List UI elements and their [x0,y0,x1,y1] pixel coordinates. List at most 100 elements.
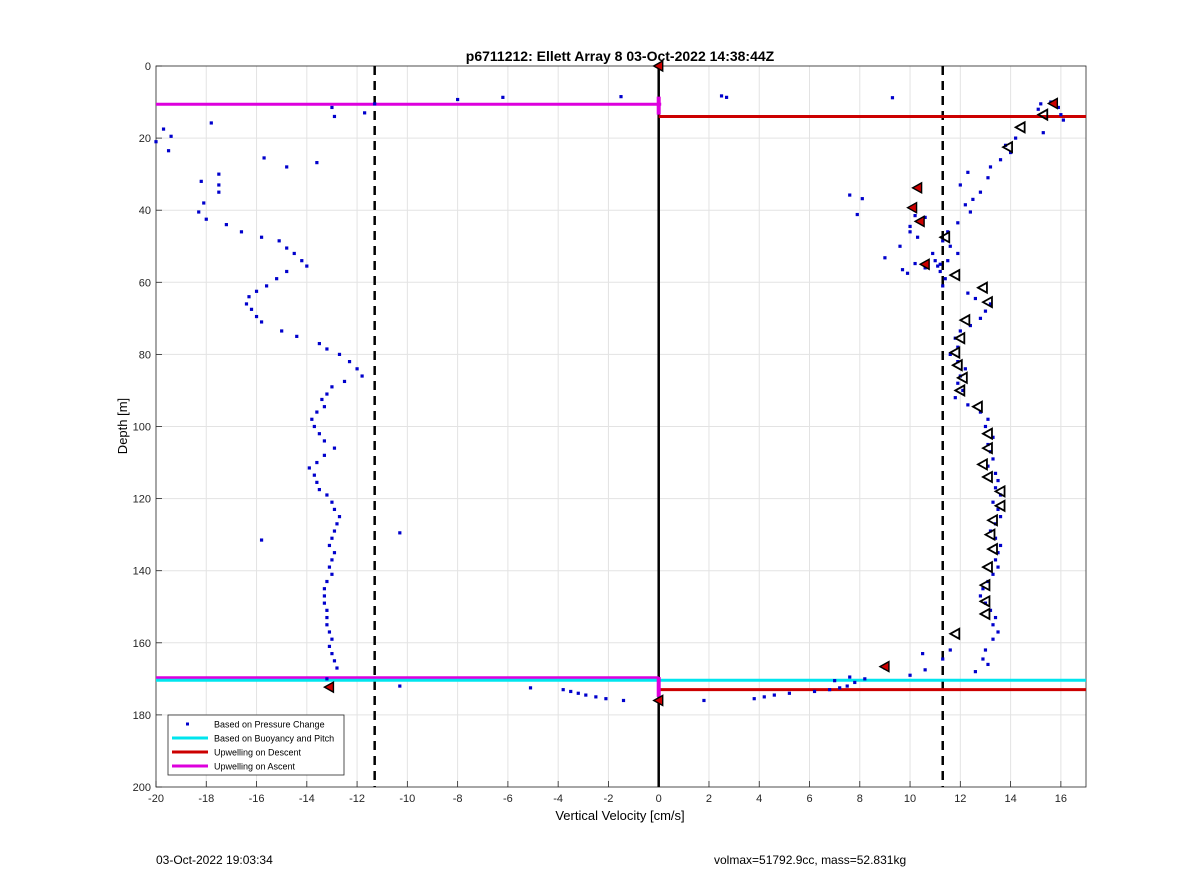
pressure-change-point [1056,105,1060,110]
pressure-change-point [991,623,995,627]
pressure-change-point [812,689,817,694]
pressure-change-point [259,538,264,542]
buoyancy-marker [978,607,991,621]
buoyancy-marker [955,371,968,385]
pressure-change-point [931,251,935,256]
pressure-change-point [908,673,912,677]
pressure-change-point [981,587,985,591]
x-tick-label: 14 [1004,793,1016,805]
buoyancy-marker [986,542,998,556]
pressure-change-point [332,114,337,119]
pressure-change-point [317,487,321,492]
pressure-change-point [983,309,988,313]
pressure-change-point [619,95,623,99]
y-tick-label: 200 [133,782,151,794]
pressure-change-point [702,698,706,703]
pressure-change-point [275,277,279,281]
pressure-change-point [254,289,259,293]
y-tick-label: 0 [145,61,151,73]
pressure-change-point [317,432,321,436]
x-tick-label: -6 [503,793,513,805]
pressure-change-point [325,677,329,681]
pressure-change-point [330,572,334,576]
pressure-change-point [325,493,329,497]
buoyancy-marker [948,268,961,282]
pressure-change-point [898,244,902,248]
y-tick-label: 100 [133,422,151,434]
pressure-change-point [330,105,334,110]
chart-text: p6711212: Ellett Array 8 03-Oct-2022 14:… [115,48,775,823]
x-tick-label: 4 [756,793,762,805]
pressure-change-point [342,379,347,384]
y-tick-label: 180 [133,710,151,722]
buoyancy-marker [981,470,993,484]
pressure-change-point [259,320,264,324]
pressure-change-point [335,666,339,670]
pressure-change-point [838,686,842,690]
pressure-change-point [594,695,598,699]
pressure-change-point [254,314,259,319]
pressure-change-point [963,367,967,371]
pressure-change-point [584,693,588,697]
pressure-change-point [264,284,269,288]
pressure-change-point [315,410,319,414]
pressure-change-point [363,111,367,115]
pressure-change-point [224,223,228,227]
pressure-change-point [905,271,910,275]
pressure-change-point [998,543,1003,548]
pressure-change-point [958,183,962,187]
pressure-change-point [315,161,319,165]
pressure-change-point [948,648,952,652]
upwelling-marker [1046,97,1059,110]
pressure-change-point [285,165,289,169]
pressure-change-point [993,536,998,540]
pressure-change-point [943,277,947,281]
x-tick-label: -16 [249,793,265,805]
pressure-change-point [325,579,329,584]
pressure-change-point [312,424,316,429]
pressure-change-point [360,374,364,378]
buoyancy-marker [1036,108,1049,122]
x-tick-label: -8 [453,793,463,805]
pressure-change-point [325,608,329,612]
pressure-change-point [958,329,962,333]
pressure-change-point [921,652,925,656]
pressure-change-point [327,543,332,548]
pressure-change-point [996,551,1000,555]
buoyancy-marker [971,400,983,414]
pressure-change-point [978,316,983,320]
pressure-change-point [327,565,332,569]
pressure-change-point [325,392,329,396]
pressure-change-point [941,239,945,243]
pressure-change-point [968,210,972,214]
pressure-change-point [996,478,1000,483]
x-tick-label: -12 [349,793,365,805]
x-tick-label: 6 [806,793,812,805]
pressure-change-point [621,698,626,703]
pressure-change-point [988,608,993,612]
buoyancy-marker [978,594,991,608]
pressure-change-point [946,259,950,263]
pressure-change-point [325,623,329,627]
pressure-change-point [528,686,533,690]
pressure-change-point [762,695,766,699]
pressure-change-point [913,214,917,218]
pressure-change-point [946,230,950,234]
pressure-change-point [217,172,221,176]
pressure-change-point [244,302,249,306]
pressure-change-point [398,684,402,688]
legend-label: Upwelling on Ascent [214,762,296,772]
upwelling-marker [918,258,930,271]
pressure-change-point [908,224,912,229]
pressure-change-point [968,323,972,328]
pressure-change-point [604,697,608,701]
pressure-change-point [983,424,988,429]
chart-title: p6711212: Ellett Array 8 03-Oct-2022 14:… [466,48,775,64]
pressure-change-point [322,453,327,457]
pressure-change-point [347,360,352,364]
pressure-change-point [262,156,266,160]
pressure-change-point [855,212,859,217]
pressure-change-point [719,94,724,98]
pressure-change-point [332,659,337,663]
buoyancy-marker [986,513,998,527]
